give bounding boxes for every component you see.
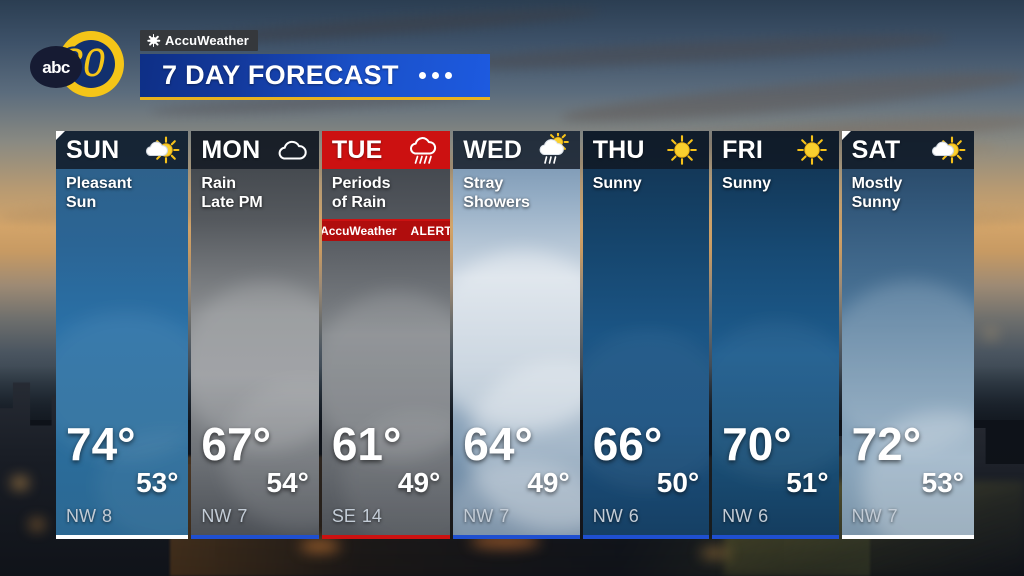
accuweather-alert-banner[interactable]: AccuWeather ALERT xyxy=(321,219,451,241)
condition-text: Pleasant Sun xyxy=(66,175,132,211)
column-background xyxy=(321,131,451,539)
high-temperature: 74° xyxy=(66,418,136,470)
forecast-day-column[interactable]: THU Sunny 66° 50° NW 6 xyxy=(582,131,710,539)
day-name: MON xyxy=(201,135,261,164)
column-background xyxy=(712,131,839,539)
forecast-day-column[interactable]: SUN Pleasant Sun 74° 53° NW 8 xyxy=(56,131,189,539)
day-header: SAT xyxy=(841,131,974,169)
forecast-day-column[interactable]: SAT Mostly Sunny 72° 53° NW 7 xyxy=(841,131,974,539)
column-background xyxy=(191,131,319,539)
low-temperature: 50° xyxy=(656,467,700,498)
wind-info: NW 8 xyxy=(66,506,113,526)
low-temperature: 49° xyxy=(527,467,570,498)
low-temperature: 53° xyxy=(921,467,964,498)
wind-info: NW 7 xyxy=(201,506,248,526)
street-light xyxy=(300,540,340,552)
condition-text: Sunny xyxy=(592,175,642,192)
high-temperature: 70° xyxy=(722,418,792,470)
day-header: THU xyxy=(582,131,710,169)
condition-text: Sunny xyxy=(722,175,772,192)
day-name: TUE xyxy=(331,135,383,164)
rain-cloud-icon xyxy=(404,133,442,167)
column-underline xyxy=(841,535,974,539)
seven-day-forecast-row: SUN Pleasant Sun 74° 53° NW 8 MON Rain La… xyxy=(56,131,974,539)
cloud-texture xyxy=(712,321,839,481)
forecast-day-column[interactable]: MON Rain Late PM 67° 54° NW 7 xyxy=(191,131,319,539)
sun-rain-cloud-icon xyxy=(534,133,572,167)
forecast-day-column[interactable]: FRI Sunny 70° 51° NW 6 xyxy=(712,131,839,539)
corner-flag xyxy=(841,131,851,140)
cloud-texture xyxy=(582,331,710,491)
day-name: SUN xyxy=(66,135,120,164)
low-temperature: 49° xyxy=(397,467,441,498)
sun-icon xyxy=(663,133,701,167)
cloud-texture xyxy=(453,461,580,539)
day-name: SAT xyxy=(851,135,901,164)
accuweather-tag: AccuWeather xyxy=(140,30,258,51)
forecast-day-column[interactable]: WED Stray Showers 64° 49° NW 7 xyxy=(453,131,580,539)
wind-info: NW 6 xyxy=(592,506,639,526)
high-temperature: 64° xyxy=(463,418,533,470)
column-underline xyxy=(582,535,710,539)
corner-flag xyxy=(56,131,65,140)
low-temperature: 54° xyxy=(266,467,309,498)
high-temperature: 72° xyxy=(851,418,922,470)
sun-icon xyxy=(793,133,831,167)
day-header: SUN xyxy=(56,131,189,169)
condition-text: Periods of Rain xyxy=(331,175,391,211)
column-underline xyxy=(712,535,839,539)
column-underline xyxy=(321,535,451,539)
street-light xyxy=(12,478,28,488)
day-header: TUE xyxy=(321,131,451,169)
condition-text: Mostly Sunny xyxy=(851,175,903,211)
alert-brand: AccuWeather xyxy=(321,224,397,238)
day-name: FRI xyxy=(722,135,764,164)
sun-behind-cloud-icon xyxy=(928,133,966,167)
sunburst-icon xyxy=(147,34,160,47)
wind-info: NW 6 xyxy=(722,506,769,526)
abc30-logo: 30 abc xyxy=(28,30,136,98)
column-background xyxy=(56,131,189,539)
accuweather-label: AccuWeather xyxy=(165,33,249,48)
column-underline xyxy=(453,535,580,539)
condition-text: Rain Late PM xyxy=(201,175,263,211)
abc-logo-oval: abc xyxy=(30,46,82,88)
forecast-day-column[interactable]: TUE Periods of Rain AccuWeather ALERT 61… xyxy=(321,131,451,539)
street-light xyxy=(700,548,730,558)
wind-info: NW 7 xyxy=(463,506,510,526)
high-temperature: 61° xyxy=(331,418,402,470)
low-temperature: 53° xyxy=(136,467,179,498)
cloud-texture xyxy=(321,291,451,461)
alert-label: ALERT xyxy=(410,224,451,238)
street-light xyxy=(30,520,44,529)
condition-text: Stray Showers xyxy=(463,175,530,211)
cloud-texture xyxy=(841,281,974,451)
street-light xyxy=(985,330,997,338)
forecast-title-bar: 7 DAY FORECAST xyxy=(140,54,490,100)
high-temperature: 67° xyxy=(201,418,271,470)
column-underline xyxy=(56,535,189,539)
abc-logo-text: abc xyxy=(42,57,70,77)
cloud-texture xyxy=(453,251,580,431)
day-name: WED xyxy=(463,135,523,164)
high-temperature: 66° xyxy=(592,418,663,470)
day-header: MON xyxy=(191,131,319,169)
column-background xyxy=(582,131,710,539)
column-underline xyxy=(191,535,319,539)
wind-info: SE 14 xyxy=(331,506,382,526)
low-temperature: 51° xyxy=(786,467,829,498)
column-background xyxy=(453,131,580,539)
wind-info: NW 7 xyxy=(851,506,898,526)
ellipsis-icon[interactable] xyxy=(418,72,452,79)
page-title: 7 DAY FORECAST xyxy=(162,60,399,90)
cloud-texture xyxy=(191,281,319,451)
day-header: WED xyxy=(453,131,580,169)
day-header: FRI xyxy=(712,131,839,169)
cloud-texture xyxy=(56,311,189,461)
cloud-icon xyxy=(273,133,311,167)
day-name: THU xyxy=(592,135,645,164)
column-background xyxy=(841,131,974,539)
sun-behind-cloud-icon xyxy=(142,133,180,167)
